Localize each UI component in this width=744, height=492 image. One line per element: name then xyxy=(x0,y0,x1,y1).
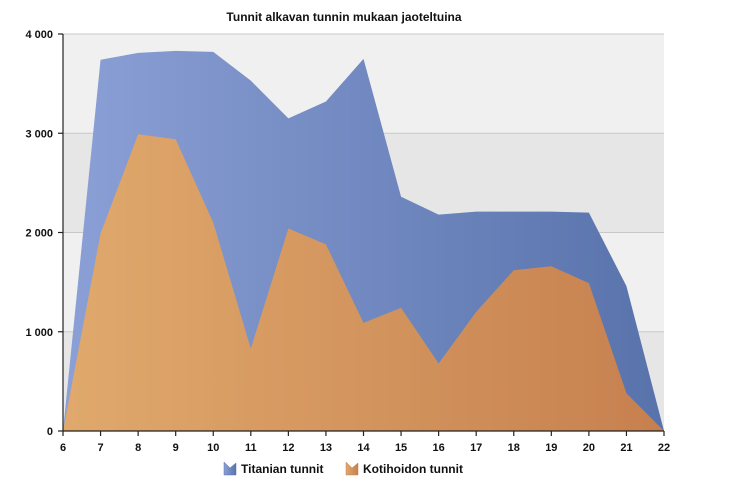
x-tick-label: 6 xyxy=(60,442,66,454)
y-tick-label: 1 000 xyxy=(25,327,53,339)
legend-swatch xyxy=(223,461,237,476)
x-tick-label: 10 xyxy=(207,442,219,454)
y-axis-ticks: 0 1 000 2 000 3 000 4 000 xyxy=(25,29,63,438)
x-axis-ticks: 6 7 8 9 10 11 12 13 14 15 16 17 18 19 20 21 22 xyxy=(60,431,670,454)
x-tick-label: 19 xyxy=(545,442,557,454)
x-tick-label: 9 xyxy=(173,442,179,454)
legend-label: Kotihoidon tunnit xyxy=(363,462,463,476)
legend: Titanian tunnit Kotihoidon tunnit xyxy=(223,461,463,476)
x-tick-label: 21 xyxy=(620,442,632,454)
x-tick-label: 8 xyxy=(135,442,141,454)
x-tick-label: 15 xyxy=(395,442,407,454)
legend-area-icon xyxy=(223,461,237,476)
legend-swatch xyxy=(345,461,359,476)
y-tick-label: 0 xyxy=(47,426,53,438)
x-tick-label: 18 xyxy=(508,442,520,454)
x-tick-label: 20 xyxy=(583,442,595,454)
x-tick-label: 12 xyxy=(282,442,294,454)
area-series-2 xyxy=(63,134,664,431)
legend-label: Titanian tunnit xyxy=(241,462,323,476)
x-tick-label: 11 xyxy=(245,442,257,454)
y-tick-label: 4 000 xyxy=(25,29,53,41)
x-tick-label: 16 xyxy=(433,442,445,454)
x-tick-label: 17 xyxy=(470,442,482,454)
x-tick-label: 13 xyxy=(320,442,332,454)
x-tick-label: 14 xyxy=(357,442,370,454)
y-tick-label: 3 000 xyxy=(25,128,53,140)
x-tick-label: 7 xyxy=(98,442,104,454)
series-areas xyxy=(63,50,664,432)
y-tick-label: 2 000 xyxy=(25,228,53,240)
x-tick-label: 22 xyxy=(658,442,670,454)
chart-title: Tunnit alkavan tunnin mukaan jaoteltuina xyxy=(226,10,461,24)
legend-area-icon xyxy=(345,461,359,476)
